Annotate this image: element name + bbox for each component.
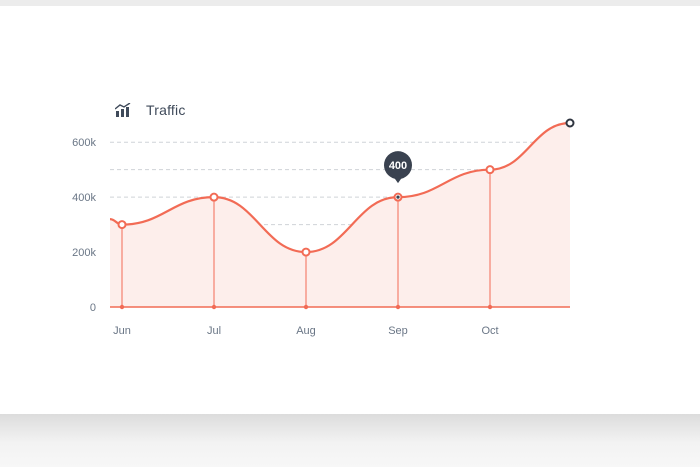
x-tick-label: Sep: [388, 325, 408, 337]
tooltip-label: 400: [389, 160, 407, 172]
y-tick-label: 200k: [72, 247, 96, 259]
bar-chart-trend-icon: [115, 103, 131, 117]
base-dot-oct: [487, 304, 493, 310]
point-end: [565, 118, 575, 128]
point-oct: [485, 165, 495, 175]
base-dot-aug: [303, 304, 309, 310]
y-tick-label: 600k: [72, 137, 96, 149]
chart-header: Traffic: [115, 99, 186, 121]
x-tick-label: Jun: [113, 325, 131, 337]
chart-title: Traffic: [146, 102, 186, 118]
x-tick-label: Aug: [296, 325, 316, 337]
y-tick-label: 400k: [72, 192, 96, 204]
x-tick-label: Jul: [207, 325, 221, 337]
chart-card: [0, 6, 700, 414]
point-highlight-dot: [396, 195, 400, 199]
base-dot-jul: [211, 304, 217, 310]
bottom-shadow: [0, 414, 700, 467]
point-jun: [117, 220, 127, 230]
tooltip-bubble: [384, 151, 412, 180]
point-aug: [301, 247, 311, 257]
y-tick-label: 0: [90, 302, 96, 314]
point-jul: [209, 192, 219, 202]
base-dot-sep: [395, 304, 401, 310]
x-tick-label: Oct: [481, 325, 498, 337]
base-dot-jun: [119, 304, 125, 310]
top-strip: [0, 0, 700, 6]
tooltip-pointer: [393, 176, 403, 184]
area-fill: [110, 123, 570, 307]
